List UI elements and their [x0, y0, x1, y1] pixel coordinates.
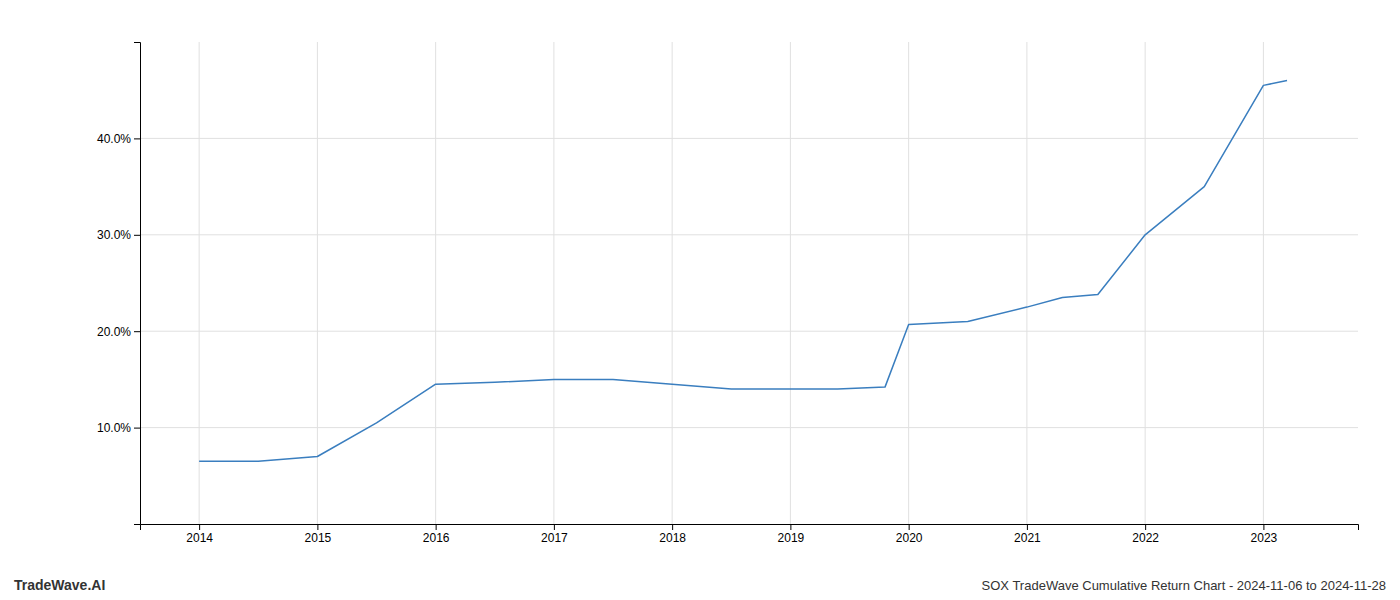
y-tick: 30.0%: [97, 228, 140, 242]
x-tick-label: 2018: [659, 531, 686, 545]
x-tick-mark: [672, 524, 673, 530]
x-tick-label: 2016: [423, 531, 450, 545]
x-tick-label: 2023: [1251, 531, 1278, 545]
x-grid-line: [1026, 42, 1027, 524]
x-grid-line: [317, 42, 318, 524]
y-tick-label: 10.0%: [97, 421, 131, 435]
x-grid-line: [1263, 42, 1264, 524]
x-tick-mark: [909, 524, 910, 530]
x-tick-mark: [554, 524, 555, 530]
x-tick-mark: [790, 524, 791, 530]
grid: [140, 42, 1358, 524]
x-grid-line: [790, 42, 791, 524]
x-tick: 2023: [1251, 524, 1278, 545]
footer-texts: TradeWave.AI SOX TradeWave Cumulative Ret…: [14, 577, 1386, 593]
x-tick: 2020: [896, 524, 923, 545]
y-tick-mark: [134, 331, 140, 332]
x-grid-line: [1145, 42, 1146, 524]
y-grid-line: [140, 138, 1358, 139]
data-line: [199, 81, 1287, 462]
x-tick-label: 2017: [541, 531, 568, 545]
y-tick: 20.0%: [97, 325, 140, 339]
x-tick-label: 2021: [1014, 531, 1041, 545]
x-tick-label: 2015: [305, 531, 332, 545]
y-axis: 10.0% 20.0% 30.0% 40.0%: [97, 43, 141, 525]
y-tick: 40.0%: [97, 132, 140, 146]
x-tick: 2018: [659, 524, 686, 545]
x-tick-label: 2014: [186, 531, 213, 545]
x-grid-line: [553, 42, 554, 524]
x-tick: 2022: [1132, 524, 1159, 545]
x-grid-line: [435, 42, 436, 524]
x-tick-mark: [317, 524, 318, 530]
x-tick: 2015: [305, 524, 332, 545]
x-tick: 2016: [423, 524, 450, 545]
plot-area: [199, 81, 1287, 462]
y-grid-line: [140, 427, 1358, 428]
y-tick-label: 30.0%: [97, 228, 131, 242]
y-axis-line: [134, 43, 141, 525]
x-tick: 2021: [1014, 524, 1041, 545]
x-tick-mark: [199, 524, 200, 530]
x-axis-line: [141, 525, 1359, 531]
x-grid-line: [199, 42, 200, 524]
chart-title: SOX TradeWave Cumulative Return Chart - …: [982, 578, 1386, 593]
y-grid-line: [140, 331, 1358, 332]
y-tick-mark: [134, 428, 140, 429]
y-grid-line: [140, 234, 1358, 235]
x-tick-label: 2020: [896, 531, 923, 545]
y-tick-label: 20.0%: [97, 325, 131, 339]
x-axis: 2014 2015 2016 2017 2018 2019 2020 2021 2022 2023: [141, 524, 1359, 545]
x-tick-mark: [1027, 524, 1028, 530]
chart-container: 2014 2015 2016 2017 2018 2019 2020 2021 2022 2023…: [0, 0, 1400, 600]
chart-svg: 2014 2015 2016 2017 2018 2019 2020 2021 2022 2023…: [0, 0, 1400, 600]
x-tick-mark: [436, 524, 437, 530]
y-tick-mark: [134, 235, 140, 236]
x-grid-line: [908, 42, 909, 524]
x-tick: 2014: [186, 524, 213, 545]
x-tick-label: 2022: [1132, 531, 1159, 545]
x-tick: 2017: [541, 524, 568, 545]
x-grid-line: [672, 42, 673, 524]
y-tick: 10.0%: [97, 421, 140, 435]
y-tick-mark: [134, 138, 140, 139]
x-tick: 2019: [778, 524, 805, 545]
x-tick-mark: [1145, 524, 1146, 530]
x-tick-mark: [1263, 524, 1264, 530]
annotation: TradeWave.AI: [14, 577, 105, 593]
x-tick-label: 2019: [778, 531, 805, 545]
y-tick-label: 40.0%: [97, 132, 131, 146]
